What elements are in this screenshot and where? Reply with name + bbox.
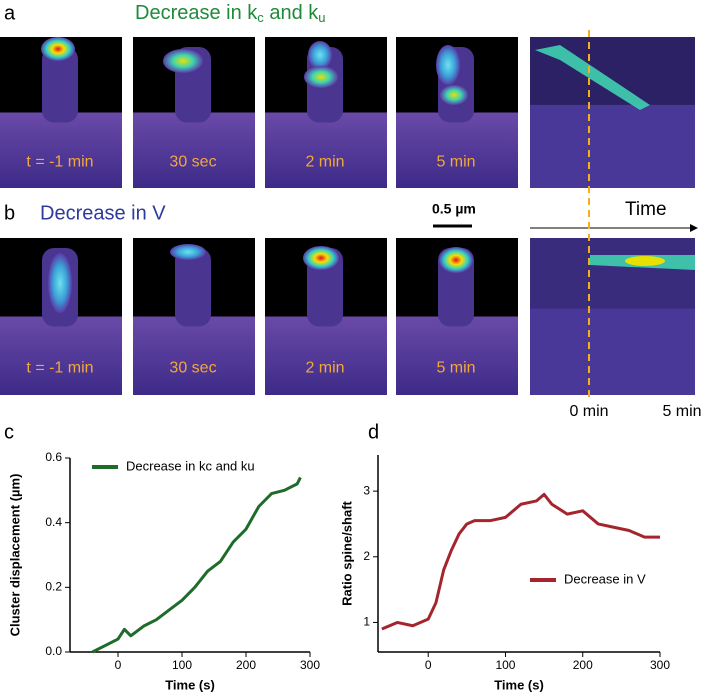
title-part: u xyxy=(318,10,325,25)
panel-label: b xyxy=(4,202,15,224)
y-axis-label: Ratio spine/shaft xyxy=(339,500,354,605)
dendrite xyxy=(0,112,122,188)
y-tick-label: 1 xyxy=(363,615,370,629)
spine-neck xyxy=(42,47,78,123)
y-axis-label: Cluster displacement (µm) xyxy=(7,474,22,637)
cluster xyxy=(163,49,203,73)
y-tick-label: 3 xyxy=(363,483,370,497)
kymo-tick: 0 min xyxy=(569,403,608,420)
time-label: Time xyxy=(625,199,667,220)
x-tick-label: 100 xyxy=(495,658,515,672)
dendrite xyxy=(133,112,255,188)
x-axis-label: Time (s) xyxy=(494,677,544,692)
y-tick-label: 0.6 xyxy=(45,450,62,464)
dendrite xyxy=(133,316,255,395)
cluster xyxy=(440,85,468,105)
x-tick-label: 300 xyxy=(650,658,670,672)
y-tick-label: 0.4 xyxy=(45,515,62,529)
cluster xyxy=(170,244,206,260)
arrow-head xyxy=(690,224,698,232)
x-tick-label: 0 xyxy=(425,658,432,672)
frame-label: t = -1 min xyxy=(26,154,93,171)
line-series xyxy=(381,492,660,631)
cluster xyxy=(308,41,332,69)
legend-label: Decrease in kc and ku xyxy=(126,458,255,473)
x-tick-label: 300 xyxy=(300,658,320,672)
frame-label: 30 sec xyxy=(169,154,216,171)
x-tick-label: 200 xyxy=(573,658,593,672)
chart: 0.0 0.2 0.4 0.6 0 100 200 300 Time (s) Cluster di… xyxy=(7,450,320,692)
x-tick-label: 0 xyxy=(115,658,122,672)
frame-label: t = -1 min xyxy=(26,360,93,377)
frame-label: 5 min xyxy=(436,360,475,377)
kymo-peak xyxy=(625,256,665,266)
title-part: c xyxy=(257,10,264,25)
cluster xyxy=(41,37,75,61)
panel-label: d xyxy=(368,421,379,443)
dendrite xyxy=(265,316,387,395)
title-part: Decrease in k xyxy=(135,2,258,24)
frame-label: 5 min xyxy=(436,154,475,171)
y-tick-label: 0.2 xyxy=(45,580,62,594)
micrographs: t = -1 min 30 sec 2 min 5 min t = -1 min 30 s… xyxy=(0,37,695,395)
x-tick-label: 100 xyxy=(172,658,192,672)
title-part: and k xyxy=(264,2,319,24)
cluster xyxy=(304,66,338,88)
spine-neck xyxy=(175,248,211,327)
dendrite xyxy=(0,316,122,395)
cluster xyxy=(436,45,460,85)
frame-label: 2 min xyxy=(305,360,344,377)
cluster xyxy=(303,246,339,270)
scale-bar-label: 0.5 µm xyxy=(432,201,476,217)
dendrite xyxy=(396,112,518,188)
kymo-shade xyxy=(530,238,695,309)
frame-label: 30 sec xyxy=(169,360,216,377)
dendrite xyxy=(396,316,518,395)
frame-label: 2 min xyxy=(305,154,344,171)
dendrite xyxy=(265,112,387,188)
line-series xyxy=(91,476,302,654)
legend-label: Decrease in V xyxy=(564,571,646,586)
x-axis-label: Time (s) xyxy=(165,677,215,692)
kymo-trace xyxy=(535,45,650,110)
row-title: Decrease in V xyxy=(40,202,166,224)
y-tick-label: 2 xyxy=(363,549,370,563)
cluster xyxy=(48,253,72,313)
x-tick-label: 200 xyxy=(236,658,256,672)
kymo-tick: 5 min xyxy=(662,403,701,420)
chart: 1 2 3 0 100 200 300 Time (s) Ratio spine/shaft De… xyxy=(339,455,670,692)
row-title: Decrease in kc and ku xyxy=(135,2,326,25)
panel-label: a xyxy=(4,2,16,24)
cluster xyxy=(439,247,473,273)
panel-label: c xyxy=(4,421,14,443)
y-tick-label: 0.0 xyxy=(45,644,62,658)
